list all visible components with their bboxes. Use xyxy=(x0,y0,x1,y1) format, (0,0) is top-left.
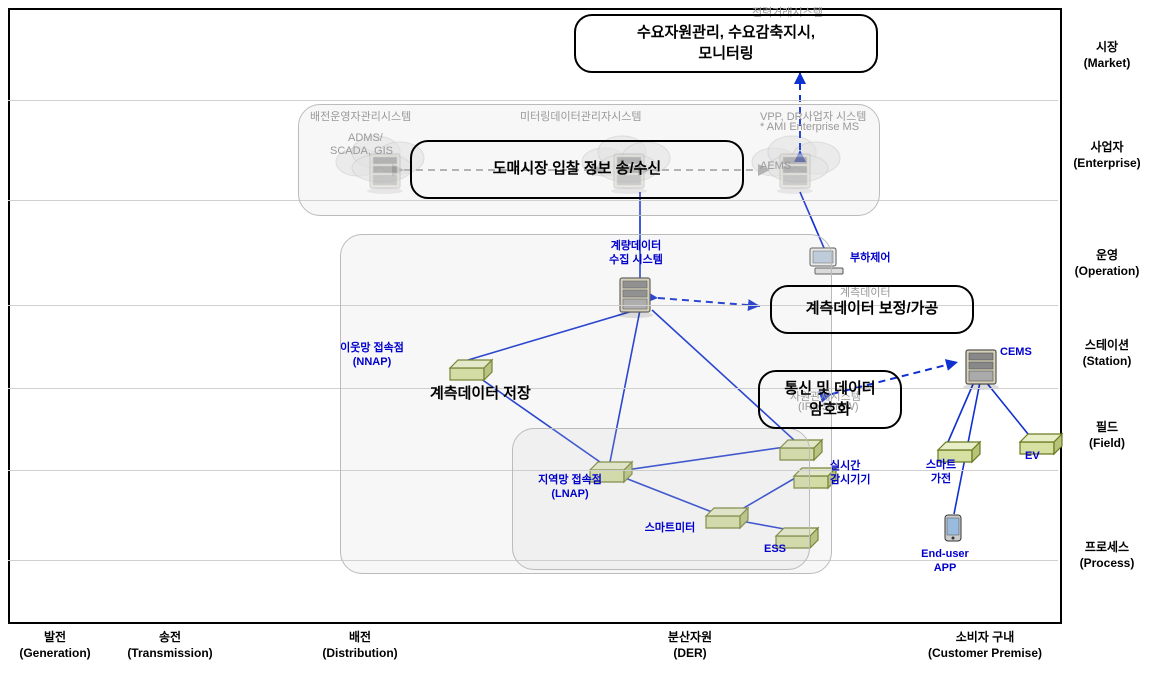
row-label: 필드(Field) xyxy=(1062,420,1152,451)
ghost-label: 배전운영자관리시스템 xyxy=(310,108,411,124)
big-label: 계측데이터 저장 xyxy=(430,382,531,403)
col-label: 소비자 구내(Customer Premise) xyxy=(925,630,1045,661)
node-label: ESS xyxy=(730,543,820,557)
row-label: 사업자(Enterprise) xyxy=(1062,140,1152,171)
node-label: 계량데이터수집 시스템 xyxy=(591,240,681,268)
node-label: EV xyxy=(1025,450,1115,464)
ghost-label: ADMS/ xyxy=(348,132,383,144)
node-label: 이웃망 접속점(NNAP) xyxy=(327,342,417,370)
crypto-box: 통신 및 데이터암호화 xyxy=(758,370,902,429)
enterprise-box: 도매시장 입찰 정보 송/수신 xyxy=(410,140,744,199)
col-label: 배전(Distribution) xyxy=(300,630,420,661)
ghost-label: SCADA, GIS xyxy=(330,145,393,157)
row-label: 운영(Operation) xyxy=(1062,248,1152,279)
ghost-label: AEMS xyxy=(760,160,791,172)
ghost-label: 미터링데이터관리자시스템 xyxy=(520,108,641,124)
node-label: 지역망 접속점(LNAP) xyxy=(525,474,615,502)
row-label: 프로세스(Process) xyxy=(1062,540,1152,571)
node-label: 스마트미터 xyxy=(625,522,715,536)
node-label: 부하제어 xyxy=(850,252,940,266)
row-label: 시장(Market) xyxy=(1062,40,1152,71)
mdms-box: 계측데이터 보정/가공 xyxy=(770,285,974,334)
ghost-label: * AMI Enterprise MS xyxy=(760,121,859,133)
node-label: 스마트가전 xyxy=(896,459,986,487)
grid-line xyxy=(8,100,1058,101)
col-label: 분산자원(DER) xyxy=(630,630,750,661)
market-box: 수요자원관리, 수요감축지시,모니터링 xyxy=(574,14,878,73)
col-label: 송전(Transmission) xyxy=(110,630,230,661)
node-label: End-userAPP xyxy=(900,548,990,576)
row-label: 스테이션(Station) xyxy=(1062,338,1152,369)
col-label: 발전(Generation) xyxy=(0,630,115,661)
